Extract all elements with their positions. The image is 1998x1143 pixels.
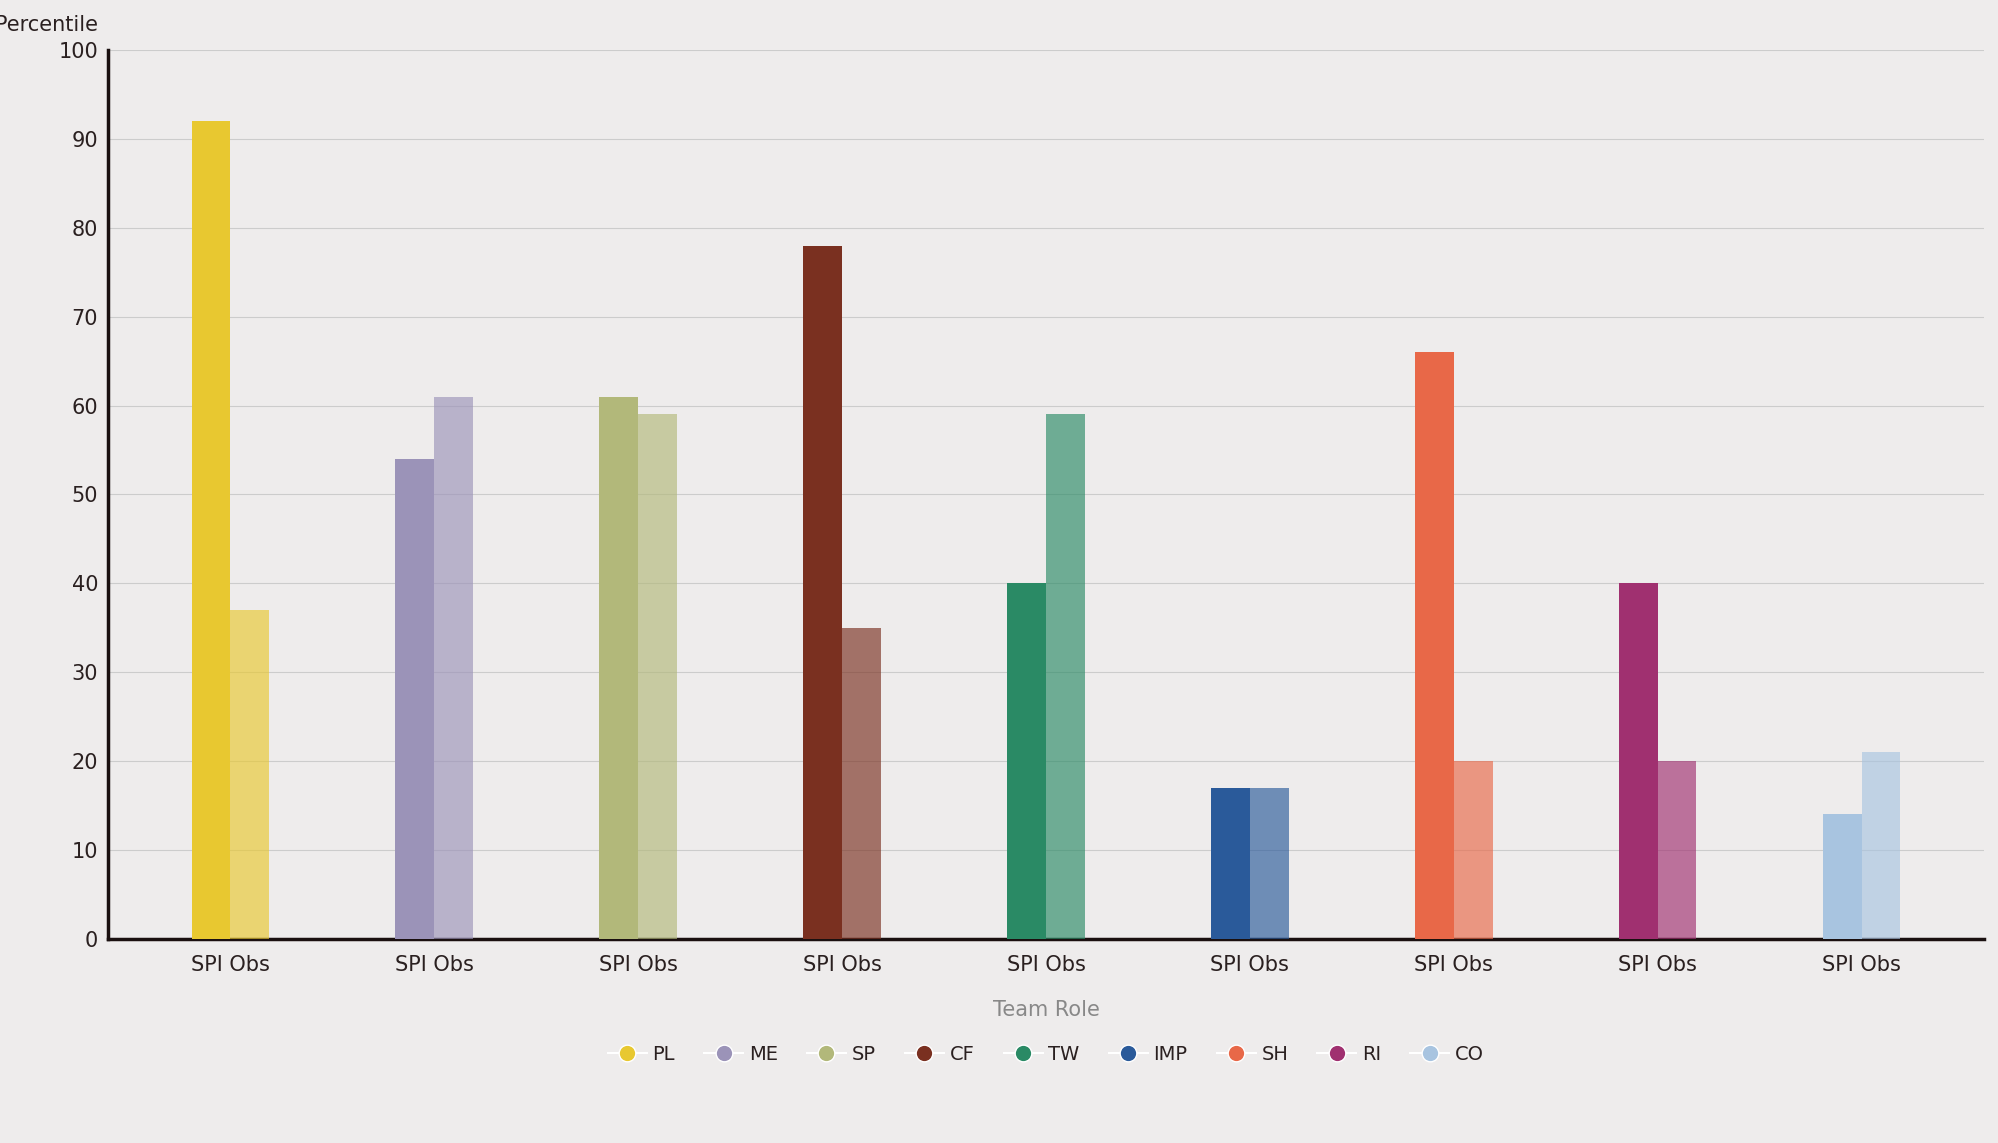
Bar — [841, 628, 881, 938]
Bar — [1415, 352, 1453, 938]
Bar — [1453, 761, 1493, 938]
Text: Percentile: Percentile — [0, 15, 98, 34]
Bar — [1618, 583, 1656, 938]
Bar — [1211, 788, 1249, 938]
Bar — [637, 415, 677, 938]
Bar — [192, 121, 230, 938]
Bar — [803, 246, 841, 938]
Legend: PL, ME, SP, CF, TW, IMP, SH, RI, CO: PL, ME, SP, CF, TW, IMP, SH, RI, CO — [599, 1037, 1491, 1072]
Bar — [1860, 752, 1900, 938]
X-axis label: Team Role: Team Role — [993, 999, 1099, 1020]
Bar — [230, 610, 270, 938]
Bar — [1045, 415, 1085, 938]
Bar — [1007, 583, 1045, 938]
Bar — [1822, 814, 1860, 938]
Bar — [396, 458, 434, 938]
Bar — [434, 397, 474, 938]
Bar — [599, 397, 637, 938]
Bar — [1249, 788, 1289, 938]
Bar — [1656, 761, 1696, 938]
